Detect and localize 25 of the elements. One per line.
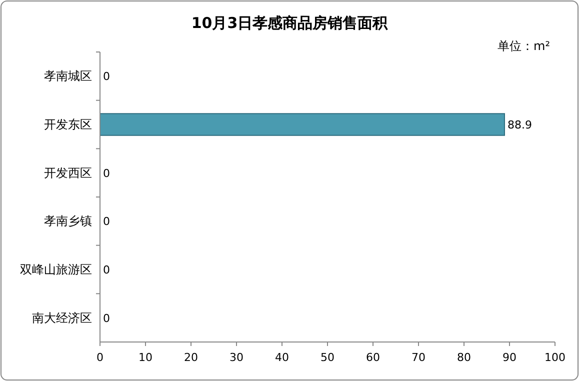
y-tick-label: 开发东区: [44, 118, 92, 132]
x-tick-label: 70: [412, 351, 426, 364]
x-tick-label: 100: [544, 351, 566, 364]
chart-title: 10月3日孝感商品房销售面积: [191, 14, 389, 32]
data-label: 88.9: [507, 118, 532, 132]
x-tick-label: 30: [230, 351, 244, 364]
data-label: 0: [103, 215, 110, 228]
x-tick-label: 20: [184, 351, 198, 364]
data-label: 0: [103, 264, 110, 276]
x-tick-label: 60: [366, 351, 380, 364]
data-label: 0: [103, 166, 110, 180]
annotation: 单位：m²: [498, 39, 550, 53]
x-tick-label: 90: [502, 351, 516, 364]
data-label: 0: [103, 312, 110, 325]
y-tick-label: 双峰山旅游区: [20, 262, 92, 276]
x-tick-label: 80: [457, 351, 471, 364]
y-tick-label: 孝南城区: [44, 69, 92, 84]
y-tick-label: 孝南乡镇: [44, 214, 92, 228]
x-tick-label: 10: [138, 351, 152, 364]
x-tick-label: 40: [275, 351, 289, 364]
y-tick-label: 开发西区: [44, 166, 92, 180]
data-label: 0: [103, 70, 110, 84]
y-tick-label: 南大经济区: [32, 310, 92, 325]
x-tick-label: 0: [96, 351, 104, 364]
x-tick-label: 50: [320, 351, 334, 364]
